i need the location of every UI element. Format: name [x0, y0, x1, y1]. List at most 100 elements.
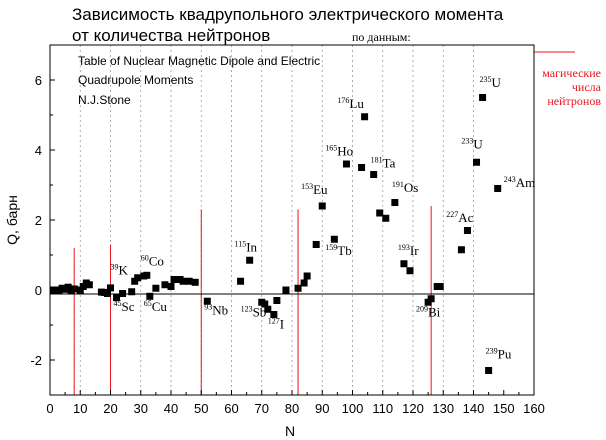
data-point — [457, 246, 465, 254]
data-point — [85, 281, 93, 289]
data-point — [143, 271, 151, 279]
isotope-label: 60Co — [141, 254, 164, 269]
data-points — [49, 94, 502, 374]
magic-legend-line-3: нейтронов — [547, 94, 601, 108]
isotope-label: 235U — [480, 75, 502, 90]
data-point — [113, 294, 121, 302]
x-tick-label: 100 — [342, 401, 364, 416]
x-tick-label: 80 — [285, 401, 299, 416]
data-point — [303, 272, 311, 280]
data-point — [370, 171, 378, 178]
isotope-label: 191Os — [392, 180, 418, 195]
x-tick-label: 140 — [463, 401, 485, 416]
source-line-2: Quadrupole Moments — [78, 73, 193, 87]
data-point — [406, 267, 414, 275]
isotope-label: 227Ac — [446, 210, 473, 225]
isotope-label: 127I — [268, 317, 284, 332]
chart-title-line-1: Зависимость квадрупольного электрическог… — [72, 5, 504, 24]
data-point — [342, 160, 350, 168]
y-tick-label: 6 — [35, 73, 42, 88]
data-point — [391, 199, 399, 206]
data-point — [146, 292, 154, 300]
data-point — [161, 281, 169, 289]
x-tick-label: 70 — [255, 401, 269, 416]
x-tick-label: 150 — [493, 401, 515, 416]
data-point — [300, 279, 308, 287]
data-point — [494, 185, 502, 192]
data-point — [167, 283, 175, 290]
data-point — [330, 235, 338, 243]
isotope-label: 153Eu — [301, 182, 328, 197]
data-point — [400, 260, 408, 268]
data-point — [103, 290, 111, 297]
data-point — [427, 295, 435, 303]
x-tick-label: 0 — [46, 401, 53, 416]
magic-legend-line-2: числа — [572, 80, 602, 94]
data-point — [361, 113, 369, 121]
data-point — [70, 285, 78, 293]
data-point — [318, 202, 326, 210]
x-tick-label: 30 — [134, 401, 148, 416]
data-point — [107, 284, 114, 292]
isotope-label: 39K — [111, 262, 129, 277]
data-point — [246, 256, 254, 264]
x-axis-label: N — [285, 423, 295, 439]
x-tick-label: 160 — [523, 401, 545, 416]
x-tick-label: 20 — [103, 401, 117, 416]
data-point — [479, 94, 487, 101]
data-point — [463, 227, 471, 234]
isotope-label: 181Ta — [371, 156, 396, 171]
y-tick-label: 2 — [35, 213, 42, 228]
x-axis-ticks: 0 10 20 30 40 50 60 70 80 90 100 110 120 130 140 150 160 — [46, 390, 545, 416]
isotope-label: 209Bi — [416, 304, 441, 319]
data-point — [203, 297, 211, 305]
isotope-label: 233U — [461, 136, 483, 151]
isotope-label: 123Sb — [241, 304, 267, 319]
isotope-label: 45Sc — [114, 299, 135, 314]
x-tick-label: 60 — [224, 401, 238, 416]
x-tick-label: 90 — [315, 401, 329, 416]
y-tick-label: 0 — [35, 283, 42, 298]
y-axis-label: Q, барн — [4, 195, 20, 245]
data-point — [270, 311, 278, 318]
data-point — [134, 274, 142, 282]
source-line-1: Table of Nuclear Magnetic Dipole and Ele… — [78, 54, 320, 68]
x-tick-label: 110 — [372, 401, 393, 416]
grid-lines — [79, 45, 474, 395]
data-point — [264, 305, 272, 313]
data-point — [261, 300, 269, 308]
y-tick-label: 4 — [35, 143, 42, 158]
x-tick-label: 50 — [194, 401, 208, 416]
data-point — [237, 277, 245, 285]
isotope-label: 193Ir — [398, 243, 419, 258]
y-axis-ticks: -2 0 2 4 6 — [30, 44, 55, 396]
isotope-label: 115In — [235, 240, 258, 255]
data-point — [282, 286, 290, 294]
data-point — [485, 367, 493, 374]
x-tick-label: 120 — [402, 401, 424, 416]
data-point — [436, 283, 444, 290]
isotope-label: 176Lu — [337, 96, 364, 111]
data-point — [128, 288, 136, 296]
data-point — [152, 284, 160, 292]
x-tick-label: 10 — [73, 401, 87, 416]
data-point — [170, 276, 178, 283]
data-point — [312, 241, 320, 248]
data-point — [382, 214, 390, 222]
data-point — [191, 278, 199, 286]
x-tick-label: 130 — [432, 401, 454, 416]
source-prefix: по данным: — [352, 30, 411, 44]
data-point — [294, 284, 302, 292]
data-point — [473, 158, 481, 166]
isotope-label: 239Pu — [486, 346, 512, 361]
data-point — [376, 209, 384, 217]
data-point — [185, 277, 193, 285]
isotope-label: 243Am — [504, 175, 536, 190]
data-point — [119, 290, 127, 297]
y-tick-label: -2 — [30, 353, 42, 368]
isotope-label: 65Cu — [144, 299, 168, 314]
isotope-label: 159Tb — [325, 243, 351, 258]
isotope-label: 165Ho — [325, 143, 353, 158]
